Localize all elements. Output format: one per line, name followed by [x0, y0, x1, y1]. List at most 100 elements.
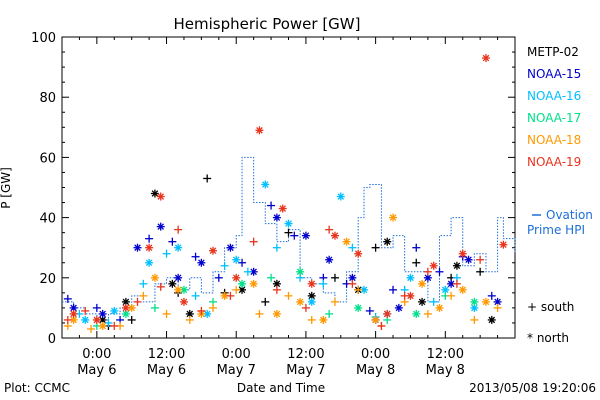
north-point [307, 297, 316, 306]
north-point [81, 315, 90, 324]
south-point [319, 279, 328, 288]
x-tick-date-label: May 7 [286, 363, 325, 378]
legend-entry: NOAA-15 [527, 67, 581, 81]
south-point [412, 243, 421, 252]
south-point [162, 309, 171, 318]
legend-entry: METP-02 [527, 45, 579, 59]
south-point [284, 228, 293, 237]
south-point [325, 309, 334, 318]
north-point [307, 279, 316, 288]
south-point [348, 279, 357, 288]
north-point [156, 192, 165, 201]
south-point [470, 315, 479, 324]
north-point [301, 231, 310, 240]
y-tick-label: 60 [39, 151, 56, 166]
south-point [272, 243, 281, 252]
north-point [168, 279, 177, 288]
south-point [203, 174, 212, 183]
y-tick-label: 40 [39, 212, 56, 227]
south-point [139, 291, 148, 300]
north-point [92, 315, 101, 324]
north-point [133, 243, 142, 252]
north-point [342, 237, 351, 246]
north-point [458, 249, 467, 258]
south-point [307, 315, 316, 324]
north-point [150, 273, 159, 282]
north-point [121, 297, 130, 306]
north-point [249, 279, 258, 288]
north-point [325, 255, 334, 264]
north-point [203, 309, 212, 318]
north-point [98, 321, 107, 330]
south-point [325, 225, 334, 234]
south-point [429, 297, 438, 306]
south-point [348, 243, 357, 252]
north-point [261, 180, 270, 189]
south-point [284, 291, 293, 300]
north-point [319, 315, 328, 324]
north-point [220, 291, 229, 300]
footer-timestamp: 2013/05/08 19:20:06 [469, 381, 596, 395]
north-point [464, 255, 473, 264]
north-point [145, 258, 154, 267]
south-point [243, 267, 252, 276]
series-noaa-19 [63, 54, 508, 330]
south-point [255, 309, 264, 318]
north-point [255, 126, 264, 135]
north-point [330, 231, 339, 240]
north-point [458, 285, 467, 294]
south-point [423, 267, 432, 276]
north-point [272, 213, 281, 222]
north-point [156, 222, 165, 231]
north-point [150, 189, 159, 198]
north-point [174, 243, 183, 252]
north-point [174, 285, 183, 294]
south-point [232, 285, 241, 294]
north-point [296, 267, 305, 276]
north-point [389, 213, 398, 222]
north-point [284, 219, 293, 228]
north-point [423, 273, 432, 282]
south-point [197, 306, 206, 315]
north-point [481, 297, 490, 306]
north-point [232, 255, 241, 264]
legend-north-marker: * north [527, 331, 569, 345]
y-tick-label: 0 [48, 332, 56, 347]
legend: METP-02 NOAA-15 NOAA-16 NOAA-17 NOAA-18 NOAA-… [527, 45, 593, 237]
south-point [249, 237, 258, 246]
south-point [226, 291, 235, 300]
x-tick-time-label: 12:00 [148, 347, 185, 362]
x-tick-time-label: 0:00 [361, 347, 390, 362]
north-point [383, 309, 392, 318]
south-point [191, 252, 200, 261]
y-tick-label: 20 [39, 272, 56, 287]
x-tick-date-label: May 7 [217, 363, 256, 378]
south-point [476, 267, 485, 276]
data-points [63, 54, 508, 333]
south-point [81, 306, 90, 315]
series-noaa-17 [92, 267, 479, 330]
north-point [412, 309, 421, 318]
series-noaa-18 [63, 213, 502, 333]
south-point [435, 267, 444, 276]
north-point [226, 243, 235, 252]
north-point [296, 297, 305, 306]
legend-ovation-label: Ovation [546, 208, 593, 222]
y-axis: 0 20 40 60 80 100 [31, 31, 515, 347]
north-point [348, 273, 357, 282]
south-point [301, 303, 310, 312]
north-point [98, 309, 107, 318]
north-point [272, 279, 281, 288]
north-point [249, 267, 258, 276]
south-point [261, 297, 270, 306]
south-point [365, 306, 374, 315]
legend-south-marker: + south [527, 300, 574, 314]
north-point [278, 204, 287, 213]
north-point [209, 246, 217, 255]
south-point [452, 279, 461, 288]
north-point [272, 309, 281, 318]
south-point [377, 321, 386, 330]
south-point [476, 255, 485, 264]
legend-entry: NOAA-19 [527, 155, 581, 169]
